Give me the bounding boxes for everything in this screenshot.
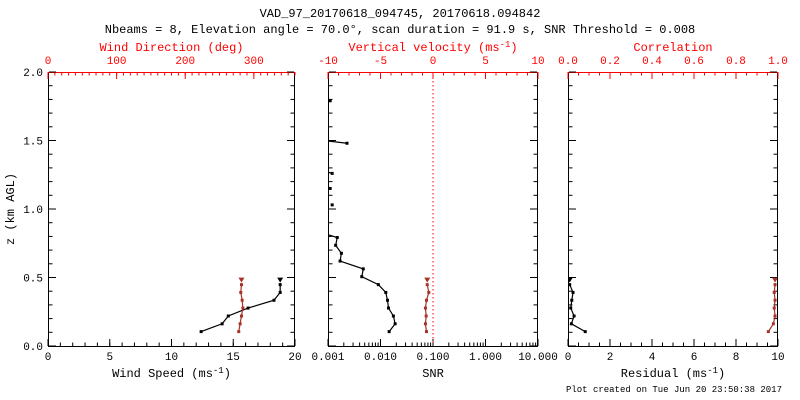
svg-text:300: 300 [244,56,264,68]
svg-text:10: 10 [165,352,178,364]
svg-text:SNR: SNR [422,367,444,381]
plot-created-timestamp: Plot created on Tue Jun 20 23:50:38 2017 [565,385,782,395]
svg-text:5: 5 [482,56,489,68]
svg-text:0.001: 0.001 [311,352,344,364]
svg-text:200: 200 [175,56,195,68]
svg-text:100: 100 [107,56,127,68]
svg-text:0: 0 [45,56,52,68]
svg-text:-5: -5 [374,56,387,68]
svg-text:0: 0 [430,56,437,68]
svg-text:1.5: 1.5 [23,137,43,149]
svg-text:0: 0 [565,352,572,364]
svg-text:10: 10 [771,352,784,364]
plot-title: VAD_97_20170618_094745, 20170618.094842 [259,7,541,21]
svg-text:1.0: 1.0 [23,205,43,217]
series-correlation [766,277,777,334]
svg-text:1.000: 1.000 [469,352,502,364]
series-wind-direction [237,277,245,334]
panel-residual-correlation: 0 2 4 6 8 10 Residual (ms-1) 0.0 0.2 0.4 0.6 0.8 1.0… [558,41,788,381]
svg-text:0.100: 0.100 [416,352,449,364]
svg-text:Wind Speed (ms-1): Wind Speed (ms-1) [112,366,231,381]
svg-text:0: 0 [45,352,52,364]
svg-text:0.6: 0.6 [684,56,704,68]
svg-text:10: 10 [531,56,544,68]
series-vertical-velocity [423,277,431,334]
svg-text:5: 5 [106,352,113,364]
svg-text:15: 15 [227,352,240,364]
series-wind-speed [199,277,284,334]
svg-text:z (km AGL): z (km AGL) [4,173,18,245]
svg-text:2: 2 [607,352,614,364]
svg-text:8: 8 [733,352,740,364]
series-snr [329,99,397,334]
svg-text:Residual (ms-1): Residual (ms-1) [621,366,725,381]
plot-subtitle: Nbeams = 8, Elevation angle = 70.0°, sca… [104,23,696,37]
svg-text:-10: -10 [318,56,338,68]
panel-snr-velocity: 0.001 0.010 0.100 1.000 10.000 SNR -10 -5 0 5 10 Ve… [311,40,558,381]
svg-text:4: 4 [649,352,656,364]
svg-text:20: 20 [288,352,301,364]
svg-text:0.2: 0.2 [600,56,620,68]
svg-text:Wind Direction (deg): Wind Direction (deg) [99,41,243,55]
svg-text:1.0: 1.0 [768,56,788,68]
svg-text:0.0: 0.0 [558,56,578,68]
svg-text:6: 6 [691,352,698,364]
svg-text:Vertical velocity (ms-1): Vertical velocity (ms-1) [348,40,517,55]
svg-text:0.0: 0.0 [23,342,43,354]
svg-text:0.5: 0.5 [23,274,43,286]
panel-wind: 0 5 10 15 20 Wind Speed (ms-1) 0 100 200 300Wind … [4,41,302,381]
svg-text:0.8: 0.8 [726,56,746,68]
svg-text:0.010: 0.010 [364,352,397,364]
svg-text:2.0: 2.0 [23,68,43,80]
series-residual [569,277,587,334]
svg-text:10.000: 10.000 [518,352,558,364]
svg-text:Correlation: Correlation [633,41,712,55]
svg-text:0.4: 0.4 [642,56,662,68]
